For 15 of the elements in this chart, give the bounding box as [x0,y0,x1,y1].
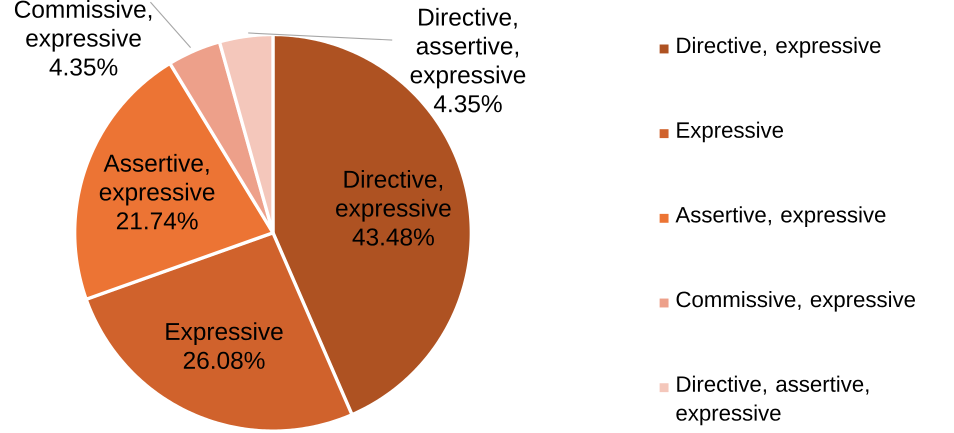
legend-label: Directive, assertive, expressive [676,376,868,426]
slice-label: Directive, expressive [336,170,451,222]
data-label: 4.35% [50,58,118,76]
legend-label: Expressive [677,122,784,142]
legend-label: Directive, expressive [677,37,880,58]
legend-label: Assertive, expressive [675,206,886,228]
slice-label: Expressive [166,322,283,346]
slice-label: Directive, assertive, expressive [410,8,526,88]
slice-label: Assertive, expressive [100,154,214,206]
data-label: 26.08% [184,352,265,370]
data-label: 43.48% [352,228,434,246]
legend-label: Commissive, expressive [676,291,915,312]
data-label: 21.74% [116,212,198,230]
data-label: 4.35% [434,95,502,112]
slice-label: Commissive, expressive [14,0,152,52]
